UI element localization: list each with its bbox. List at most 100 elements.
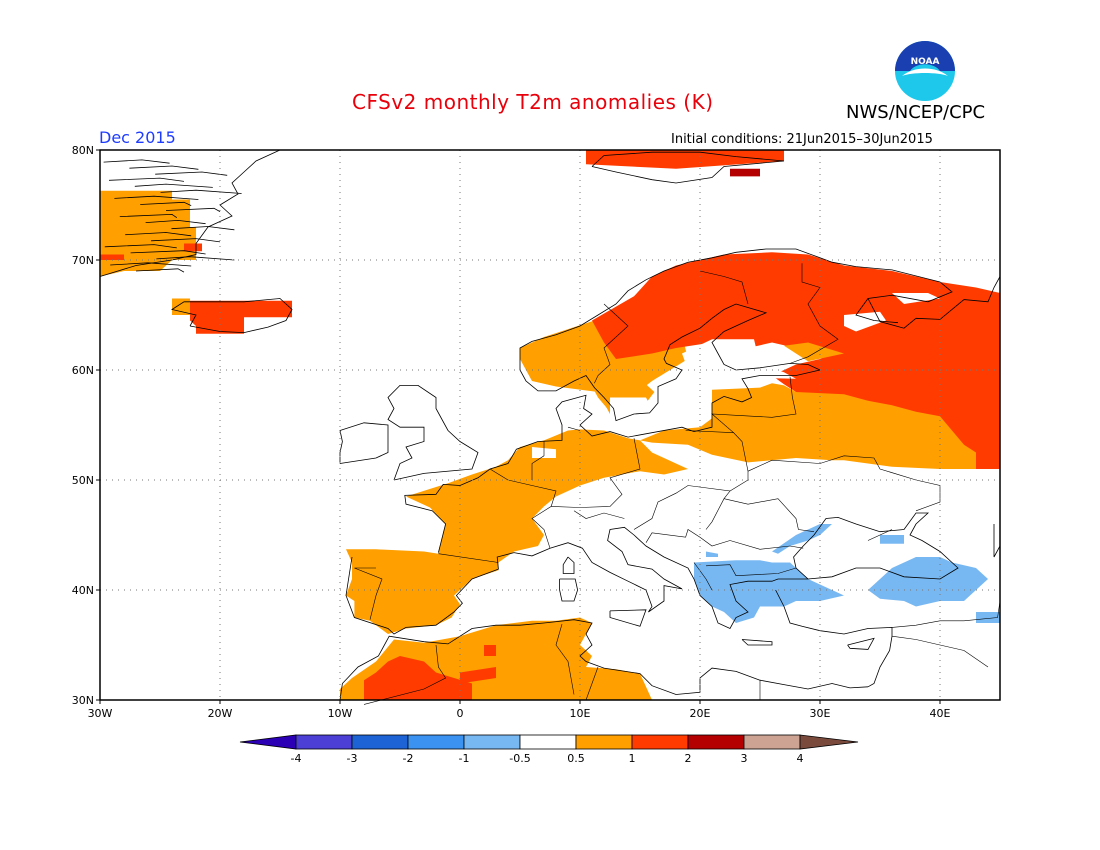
border [573, 510, 625, 519]
logo-text: NOAA [911, 57, 940, 67]
coastline-12 [847, 637, 875, 650]
colorbar-label: 2 [685, 752, 692, 765]
coastline-1 [170, 298, 293, 334]
coastline-15 [993, 524, 1001, 558]
colorbar-label: -2 [403, 752, 414, 765]
neutral-area-3 [892, 293, 940, 304]
fjord-line [135, 268, 185, 273]
fjord-line [108, 177, 185, 182]
noaa-logo-icon: NOAA [894, 40, 956, 106]
lon-label: 40E [930, 707, 951, 720]
lat-label: 60N [72, 364, 94, 377]
lon-label: 10W [328, 707, 353, 720]
coastline-4 [345, 512, 959, 635]
border [789, 263, 839, 364]
colorbar: -4 -3 -2 -1 -0.5 0.5 1 2 3 4 [239, 734, 859, 765]
coastline-6 [404, 248, 1001, 553]
border [567, 426, 581, 431]
colorbar-bin [687, 734, 745, 750]
colorbar-label: -4 [291, 752, 302, 765]
caucasus-cool [868, 557, 988, 607]
coastline-11 [741, 639, 773, 646]
svalbard-hot [586, 150, 784, 169]
iceland-warm [172, 298, 190, 315]
border [693, 562, 713, 591]
neutral-area-0 [682, 339, 796, 379]
algeria-hot-a [460, 667, 496, 684]
fjord-line [114, 195, 199, 200]
coastline-7 [855, 298, 899, 324]
anatolia-cool [796, 590, 832, 601]
baltic-warm [640, 383, 976, 469]
border [705, 564, 797, 577]
border [551, 438, 641, 508]
colorbar-label: 1 [629, 752, 636, 765]
anomaly-fills [100, 150, 1000, 700]
lon-label: 20E [690, 707, 711, 720]
iceland-hot [190, 300, 292, 334]
coastline-3 [387, 384, 479, 481]
map-title: CFSv2 monthly T2m anomalies (K) [352, 90, 714, 114]
lat-lon-grid [100, 150, 1000, 700]
colorbar-bin [575, 734, 633, 750]
west-europe-warm [346, 429, 688, 634]
colorbar-min-arrow [239, 734, 297, 750]
fjord-line [171, 226, 235, 231]
agency-label: NWS/NCEP/CPC [846, 102, 986, 123]
border [699, 270, 749, 305]
border [531, 441, 545, 480]
border [747, 455, 941, 512]
fjord-line [104, 244, 177, 249]
colorbar-bin [295, 734, 353, 750]
colorbar-max-arrow [799, 734, 859, 750]
fjord-line [103, 159, 170, 164]
coastline-9 [559, 578, 579, 602]
algeria-hot-b [484, 645, 496, 656]
border [867, 529, 893, 541]
svalbard-very-hot [730, 168, 760, 177]
border [633, 485, 731, 530]
fjord-line [165, 207, 221, 212]
lat-label: 70N [72, 254, 94, 267]
lon-label: 30E [810, 707, 831, 720]
coastlines [99, 149, 1001, 705]
border [711, 376, 797, 433]
colorbar-bin [743, 734, 801, 750]
greenland-hot-2 [184, 243, 202, 252]
forecast-month: Dec 2015 [99, 128, 176, 147]
coastline-10 [609, 609, 647, 627]
turkey-north-cool [880, 535, 904, 544]
neutral-area-2 [844, 311, 886, 332]
colorbar-bin [519, 734, 577, 750]
colorbar-label: 4 [797, 752, 804, 765]
lon-label: 10E [570, 707, 591, 720]
border [645, 529, 731, 547]
coastline-2 [339, 422, 389, 464]
fjord-line [140, 201, 192, 206]
colorbar-label: -0.5 [509, 752, 530, 765]
greenland-hot [100, 254, 124, 260]
fjord-line [129, 165, 199, 170]
lat-label: 40N [72, 584, 94, 597]
border [685, 430, 749, 492]
atlas-hot [364, 656, 472, 700]
initial-conditions: Initial conditions: 21Jun2015–30Jun2015 [671, 132, 933, 147]
lon-label: 20W [208, 707, 233, 720]
fjord-line [130, 250, 206, 255]
border [438, 553, 499, 563]
balkans-cool [706, 551, 718, 557]
fjord-line [150, 238, 221, 243]
colorbar-label: 3 [741, 752, 748, 765]
finland-east-warm [784, 342, 844, 362]
fjord-line [134, 183, 213, 188]
colorbar-bin [407, 734, 465, 750]
colorbar-label: -1 [459, 752, 470, 765]
map-frame [99, 149, 1001, 701]
turkey-se-cool [976, 612, 1000, 623]
fjord-line [160, 189, 242, 194]
border [723, 498, 815, 532]
fjord-line [110, 262, 192, 267]
border [555, 624, 575, 695]
colorbar-bin [463, 734, 521, 750]
